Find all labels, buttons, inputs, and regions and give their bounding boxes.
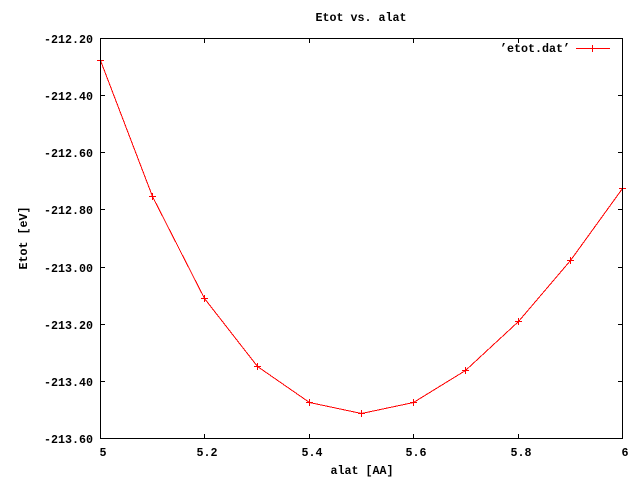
svg-text:6: 6 xyxy=(622,446,629,460)
svg-text:’etot.dat’: ’etot.dat’ xyxy=(500,42,570,56)
svg-text:-213.40: -213.40 xyxy=(44,376,93,390)
svg-text:-213.00: -213.00 xyxy=(44,262,93,276)
svg-text:-212.20: -212.20 xyxy=(44,33,93,47)
svg-text:5.6: 5.6 xyxy=(406,446,427,460)
svg-text:-212.80: -212.80 xyxy=(44,204,93,218)
svg-text:5.8: 5.8 xyxy=(511,446,532,460)
svg-text:-212.60: -212.60 xyxy=(44,147,93,161)
svg-text:Etot [eV]: Etot [eV] xyxy=(17,207,31,270)
svg-text:-213.60: -213.60 xyxy=(44,433,93,447)
svg-text:5: 5 xyxy=(100,446,107,460)
svg-text:-212.40: -212.40 xyxy=(44,90,93,104)
svg-text:alat [AA]: alat [AA] xyxy=(331,464,394,478)
svg-text:5.2: 5.2 xyxy=(197,446,218,460)
svg-text:-213.20: -213.20 xyxy=(44,319,93,333)
svg-text:Etot vs. alat: Etot vs. alat xyxy=(316,11,407,25)
svg-text:5.4: 5.4 xyxy=(302,446,323,460)
